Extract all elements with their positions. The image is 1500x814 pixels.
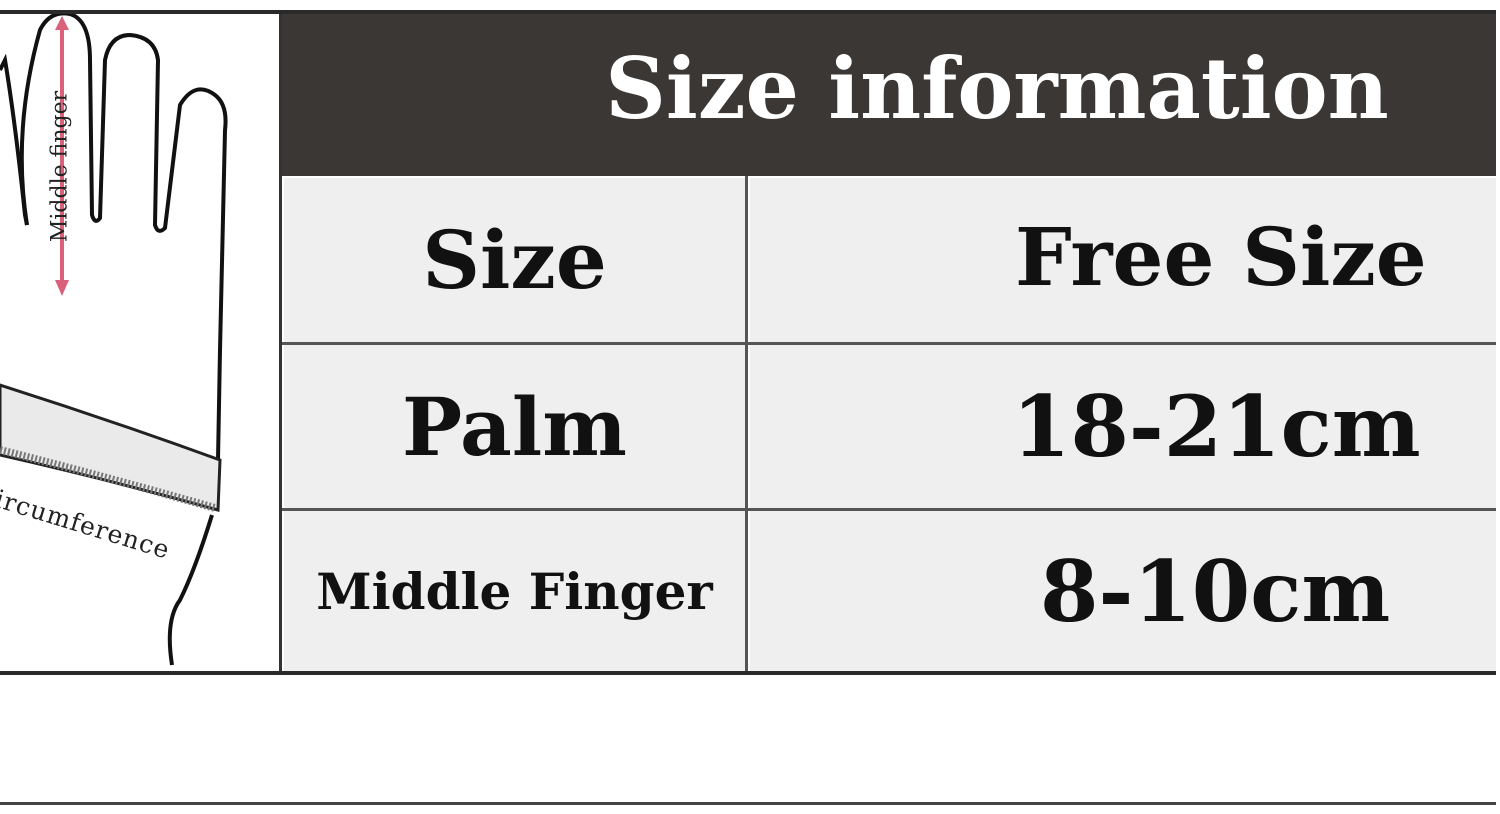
column-divider: [745, 176, 748, 672]
divider: [279, 14, 282, 674]
row-value-middle-finger: 8-10cm: [750, 511, 1496, 671]
table-title: Size information: [605, 39, 1389, 138]
row-divider: [282, 342, 1496, 345]
row-label-palm: Palm: [284, 345, 745, 508]
hand-outline-icon: [0, 11, 228, 666]
row-value-size: Free Size: [750, 178, 1496, 342]
bottom-border: [0, 671, 1496, 675]
top-border: [0, 10, 1496, 14]
row-value-palm: 18-21cm: [750, 345, 1496, 508]
row-divider: [282, 508, 1496, 511]
middle-finger-label: Middle finger: [47, 90, 73, 243]
footer-line: [0, 802, 1496, 805]
table-header: [282, 14, 1496, 176]
row-label-middle-finger: Middle Finger: [284, 511, 745, 671]
row-label-size: Size: [284, 178, 745, 342]
hand-illustration: Middle finger ircumference: [0, 11, 280, 672]
